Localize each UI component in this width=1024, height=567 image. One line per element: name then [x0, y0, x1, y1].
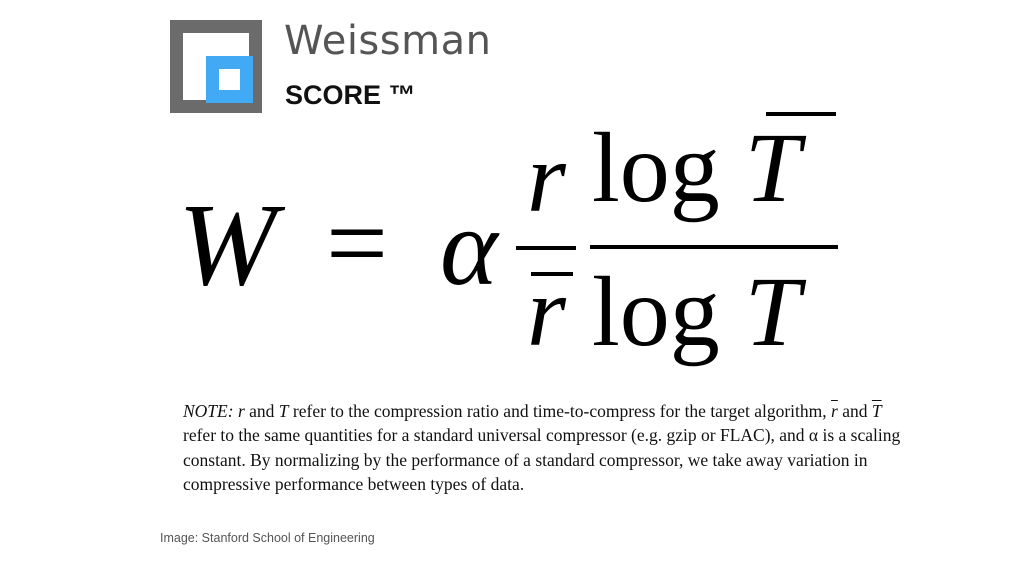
image-caption: Image: Stanford School of Engineering [160, 531, 375, 545]
note-text: and [837, 401, 872, 421]
var-Tbar: T [871, 401, 882, 421]
ratio-denominator: r [527, 256, 566, 367]
weissman-logo-icon [170, 20, 262, 113]
var-r: r [237, 401, 245, 421]
formula-note: NOTE: r and T refer to the compression r… [183, 399, 903, 496]
var-T: T [278, 401, 289, 421]
formula-lhs: W [178, 179, 277, 310]
formula-alpha: α [440, 186, 498, 308]
brand-subtitle: SCORE ™ [285, 80, 416, 110]
log-var: T [744, 112, 801, 223]
note-text: and [244, 401, 279, 421]
note-text: refer to the same quantities for a stand… [183, 425, 901, 494]
log-denominator: log T [592, 262, 800, 362]
brand-name: Weissman [284, 18, 492, 64]
r-overbar [531, 272, 573, 276]
log-fraction-bar [590, 245, 838, 249]
log-var: T [744, 256, 801, 367]
ratio-numerator: r [527, 122, 566, 233]
note-text: refer to the compression ratio and time-… [288, 401, 827, 421]
logo-inner-square [206, 56, 253, 103]
log-fn: log [592, 112, 720, 223]
note-label: NOTE: [183, 401, 234, 421]
log-numerator: log T [592, 118, 800, 218]
var-rbar: r [831, 401, 838, 421]
log-fn: log [592, 256, 720, 367]
T-overbar [766, 112, 836, 116]
formula-equals: = [326, 182, 389, 304]
ratio-fraction-bar [516, 246, 576, 250]
